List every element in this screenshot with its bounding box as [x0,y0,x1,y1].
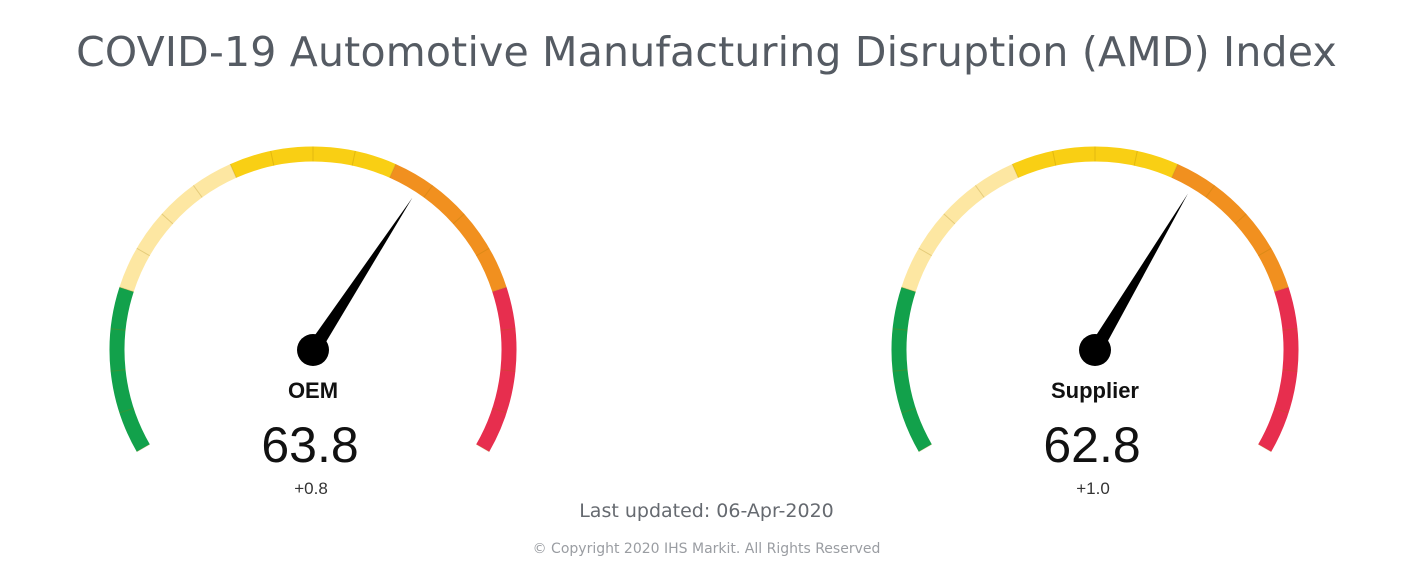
gauge-tick [492,286,507,293]
gauge-tick [1234,213,1247,225]
last-updated: Last updated: 06-Apr-2020 [579,500,834,522]
page-title: COVID-19 Automotive Manufacturing Disrup… [76,28,1337,76]
gauge-supplier-pivot [1079,334,1111,366]
gauge-band-3 [1012,146,1178,178]
gauge-tick [974,185,985,198]
gauge-tick [500,369,516,372]
gauge-supplier-bands [891,146,1299,452]
gauge-tick [1052,150,1057,166]
gauge-oem-pivot [297,334,329,366]
gauge-tick [119,407,134,414]
gauge-tick [918,443,933,453]
gauge-tick [119,286,134,293]
gauge-tick [270,150,275,166]
gauge-band-3 [230,146,396,178]
gauge-tick [475,247,490,257]
gauge-tick [475,443,490,453]
gauge-tick [136,247,151,257]
gauge-tick [110,369,126,372]
gauge-tick [1282,328,1298,331]
gauge-tick [1133,150,1138,166]
gauge-tick [192,185,203,198]
gauge-band-4 [389,164,507,292]
gauge-tick [136,443,151,453]
gauge-oem-needle [307,197,413,354]
gauge-tick [892,328,908,331]
gauge-band-4 [1171,164,1289,292]
gauge-tick [161,213,174,225]
gauge-oem-change: +0.8 [294,479,328,498]
gauge-band-5 [476,287,517,452]
gauge-supplier: Supplier 62.8 +1.0 [891,146,1299,498]
gauge-band-2 [901,164,1019,292]
gauge-tick [918,247,933,257]
gauge-oem-bands [109,146,517,452]
gauge-tick [110,328,126,331]
gauge-tick [1205,185,1216,198]
gauge-tick [901,407,916,414]
copyright-notice: © Copyright 2020 IHS Markit. All Rights … [532,541,881,557]
gauge-supplier-value: 62.8 [1043,417,1140,473]
gauge-tick [500,328,516,331]
gauge-supplier-ticks [892,146,1298,453]
gauge-tick [1171,163,1179,179]
gauge-band-1 [109,287,150,452]
gauge-supplier-needle [1088,193,1188,354]
gauge-tick [423,185,434,198]
gauge-tick [892,369,908,372]
gauge-oem-value: 63.8 [261,417,358,473]
gauge-band-2 [119,164,237,292]
gauge-tick [1257,247,1272,257]
gauge-supplier-label: Supplier [1051,378,1139,403]
gauge-band-5 [1258,287,1299,452]
gauge-oem-label: OEM [288,378,338,403]
gauge-tick [492,407,507,414]
gauge-oem: OEM 63.8 +0.8 [109,146,517,498]
gauge-tick [901,286,916,293]
gauge-tick [229,163,237,179]
gauge-tick [1011,163,1019,179]
gauge-tick [1274,286,1289,293]
gauge-tick [452,213,465,225]
gauge-oem-ticks [110,146,516,453]
gauge-tick [1274,407,1289,414]
gauge-band-1 [891,287,932,452]
gauge-supplier-change: +1.0 [1076,479,1110,498]
gauge-tick [351,150,356,166]
gauge-tick [1257,443,1272,453]
gauge-tick [1282,369,1298,372]
gauge-tick [389,163,397,179]
gauge-tick [943,213,956,225]
